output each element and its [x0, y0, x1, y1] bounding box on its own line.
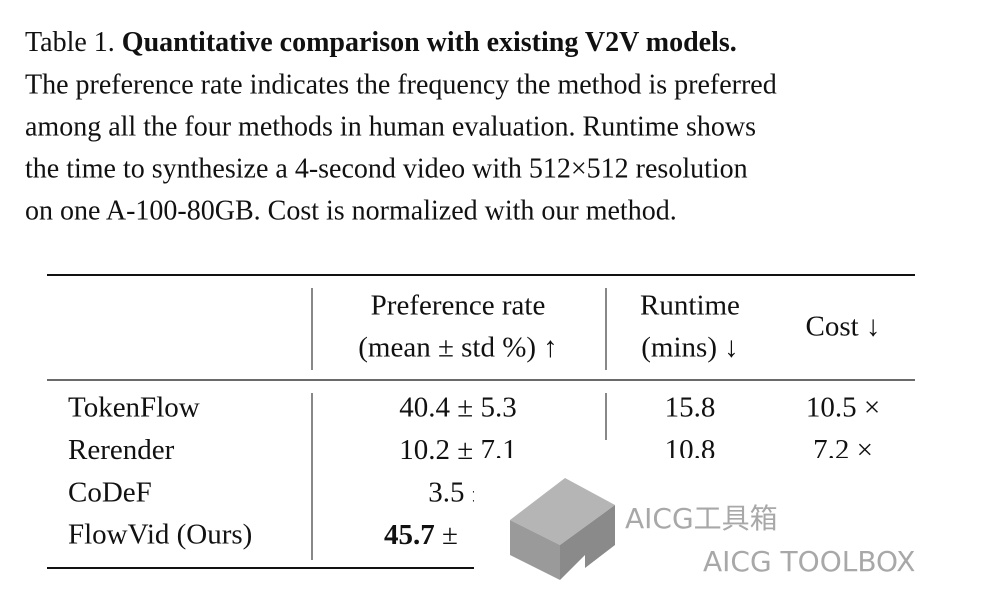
bold-value: 45.7 [384, 519, 435, 551]
caption-title: Quantitative comparison with existing V2… [122, 27, 737, 58]
watermark-title: AICG工具箱 [625, 502, 778, 535]
caption-line: among all the four methods in human eval… [25, 111, 756, 142]
value-rest: ± [442, 519, 458, 551]
header-cell: (mins) ↓ [641, 332, 738, 364]
runtime-cell: 15.8 [665, 392, 716, 424]
watermark-logo [510, 478, 615, 545]
caption-label: Table 1. [25, 27, 115, 58]
preference-cell: 45.7 ± [384, 519, 458, 551]
table-body: TokenFlow 40.4 ± 5.3 15.8 10.5 ×Rerender 10.… [68, 392, 880, 551]
header-cell: (mean ± std %) ↑ [358, 332, 558, 364]
caption-line: the time to synthesize a 4-second video … [25, 153, 748, 184]
header-cell: Preference rate [371, 290, 546, 322]
method-cell: TokenFlow [68, 392, 200, 424]
cost-cell: 10.5 × [806, 392, 880, 424]
caption-line: The preference rate indicates the freque… [25, 69, 777, 100]
caption-line: on one A-100-80GB. Cost is normalized wi… [25, 195, 677, 226]
method-cell: FlowVid (Ours) [68, 519, 252, 551]
method-cell: Rerender [68, 434, 175, 466]
watermark: AICG工具箱 AICG TOOLBOX [474, 458, 984, 596]
method-cell: CoDeF [68, 476, 152, 508]
watermark-logo [560, 505, 615, 580]
header-cell: Cost ↓ [806, 311, 881, 343]
preference-cell: 40.4 ± 5.3 [399, 392, 516, 424]
watermark-logo [510, 520, 560, 580]
caption-first-line: Table 1. Quantitative comparison with ex… [25, 27, 737, 58]
caption-body: The preference rate indicates the freque… [25, 69, 777, 226]
header-cell: Runtime [640, 290, 740, 322]
watermark-subtitle: AICG TOOLBOX [703, 545, 916, 578]
